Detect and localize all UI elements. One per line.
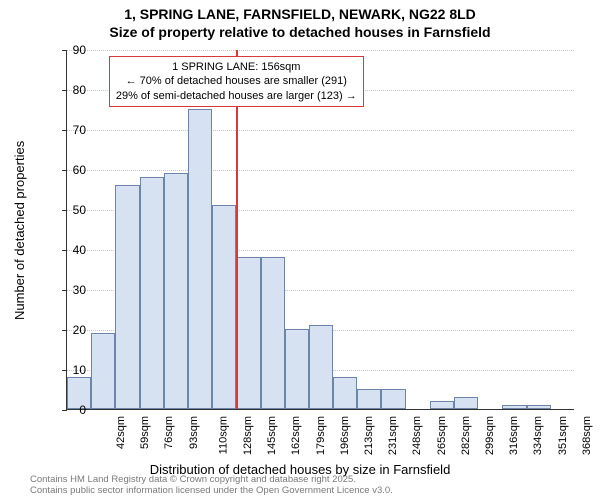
histogram-bar (236, 257, 260, 409)
annotation-line-3: 29% of semi-detached houses are larger (… (116, 89, 357, 103)
plot-region: 1 SPRING LANE: 156sqm← 70% of detached h… (66, 50, 574, 410)
y-tick-label: 80 (46, 83, 86, 97)
histogram-bar (430, 401, 454, 409)
histogram-bar (309, 325, 333, 409)
gridline (67, 50, 574, 51)
histogram-bar (140, 177, 164, 409)
title-line-2: Size of property relative to detached ho… (0, 24, 600, 42)
histogram-bar (502, 405, 526, 409)
x-tick-label: 299sqm (484, 416, 496, 455)
histogram-bar (381, 389, 405, 409)
gridline (67, 170, 574, 171)
x-tick-label: 334sqm (532, 416, 544, 455)
histogram-bar (91, 333, 115, 409)
x-tick-label: 59sqm (139, 416, 151, 449)
histogram-bar (333, 377, 357, 409)
attribution-line-2: Contains public sector information licen… (30, 486, 393, 497)
y-tick-label: 90 (46, 43, 86, 57)
x-tick-label: 282sqm (460, 416, 472, 455)
histogram-bar (357, 389, 381, 409)
y-tick-label: 60 (46, 163, 86, 177)
x-tick-label: 179sqm (315, 416, 327, 455)
y-axis-label: Number of detached properties (12, 141, 27, 320)
x-tick-label: 162sqm (291, 416, 303, 455)
x-tick-label: 316sqm (508, 416, 520, 455)
y-tick-label: 40 (46, 243, 86, 257)
histogram-bar (527, 405, 551, 409)
histogram-bar (261, 257, 285, 409)
histogram-bar (188, 109, 212, 409)
x-tick-label: 368sqm (581, 416, 593, 455)
annotation-box: 1 SPRING LANE: 156sqm← 70% of detached h… (109, 56, 364, 107)
x-tick-label: 265sqm (436, 416, 448, 455)
histogram-bar (285, 329, 309, 409)
x-tick-label: 110sqm (217, 416, 229, 454)
y-tick-label: 30 (46, 283, 86, 297)
x-tick-label: 213sqm (363, 416, 375, 455)
y-tick-label: 50 (46, 203, 86, 217)
x-tick-label: 93sqm (188, 416, 200, 449)
y-tick-label: 0 (46, 403, 86, 417)
histogram-bar (164, 173, 188, 409)
title-line-1: 1, SPRING LANE, FARNSFIELD, NEWARK, NG22… (0, 6, 600, 24)
annotation-line-2: ← 70% of detached houses are smaller (29… (116, 74, 357, 88)
gridline (67, 130, 574, 131)
chart-area: 1 SPRING LANE: 156sqm← 70% of detached h… (66, 50, 574, 410)
x-tick-label: 231sqm (387, 416, 399, 455)
y-tick-label: 10 (46, 363, 86, 377)
histogram-bar (115, 185, 139, 409)
x-tick-label: 128sqm (242, 416, 254, 455)
y-tick-label: 70 (46, 123, 86, 137)
annotation-line-1: 1 SPRING LANE: 156sqm (116, 60, 357, 74)
x-tick-label: 76sqm (164, 416, 176, 449)
chart-title-block: 1, SPRING LANE, FARNSFIELD, NEWARK, NG22… (0, 0, 600, 41)
x-tick-label: 42sqm (115, 416, 127, 449)
x-tick-label: 351sqm (557, 416, 569, 455)
x-tick-label: 145sqm (266, 416, 278, 455)
histogram-bar (454, 397, 478, 409)
y-tick-label: 20 (46, 323, 86, 337)
attribution-block: Contains HM Land Registry data © Crown c… (30, 475, 393, 497)
histogram-bar (212, 205, 236, 409)
x-tick-label: 196sqm (339, 416, 351, 455)
x-tick-label: 248sqm (412, 416, 424, 455)
